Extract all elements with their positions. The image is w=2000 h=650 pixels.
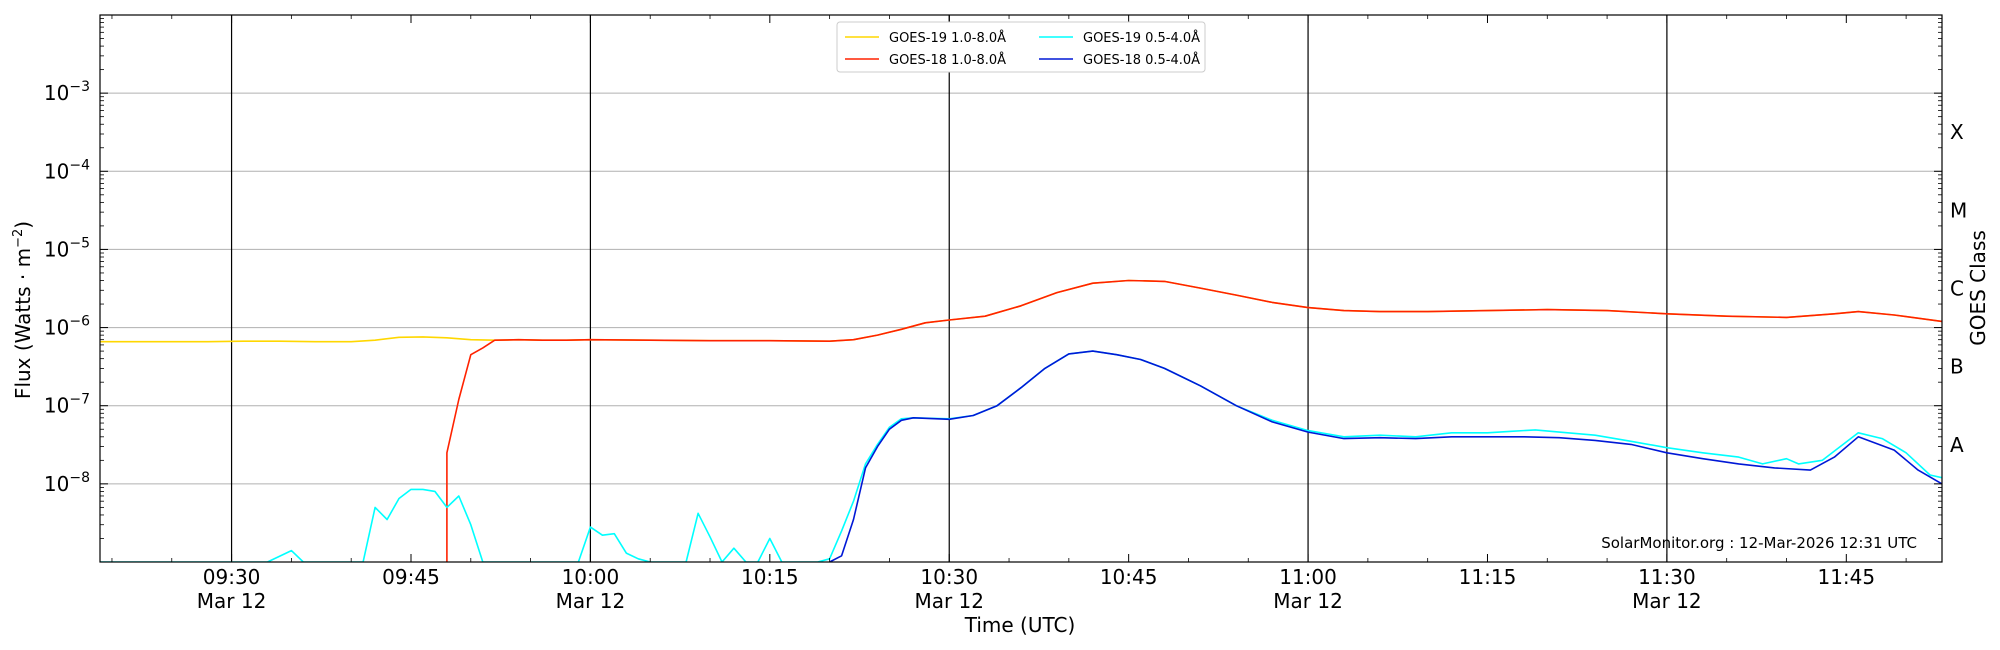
series-line xyxy=(829,350,1942,562)
legend-label: GOES-19 0.5-4.0Å xyxy=(1083,30,1200,46)
y-tick-base: 10 xyxy=(44,316,69,340)
legend: GOES-19 1.0-8.0Å GOES-19 0.5-4.0Å GOES-18 … xyxy=(836,21,1206,73)
y-tick-label: 10−3 xyxy=(44,79,90,105)
series-line xyxy=(100,279,1942,343)
x-tick-time-label: 10:00 xyxy=(562,565,620,589)
series-line xyxy=(446,279,1942,562)
x-tick-date-label: Mar 12 xyxy=(914,589,984,613)
goes-class-label: B xyxy=(1950,355,1964,379)
x-tick-time-label: 10:45 xyxy=(1100,565,1158,589)
y-tick-label: 10−5 xyxy=(44,235,90,261)
goes-class-label: A xyxy=(1950,433,1964,457)
y-tick-base: 10 xyxy=(44,159,69,183)
goes-class-label: M xyxy=(1950,198,1967,222)
y-tick-exponent: −5 xyxy=(69,235,90,251)
x-tick-date-label: Mar 12 xyxy=(197,589,267,613)
y-tick-label: 10−7 xyxy=(44,392,90,418)
y-tick-exponent: −8 xyxy=(69,470,90,486)
y-tick-label: 10−8 xyxy=(44,470,90,496)
y-axis-label-end: ) xyxy=(11,221,35,229)
series-line xyxy=(100,350,1942,562)
x-tick-time-label: 11:00 xyxy=(1279,565,1337,589)
goes-class-label: X xyxy=(1950,120,1964,144)
y-tick-base: 10 xyxy=(44,472,69,496)
y-tick-exponent: −3 xyxy=(69,79,90,95)
x-tick-time-label: 09:30 xyxy=(203,565,261,589)
y-axis-label-sup: −2 xyxy=(11,229,26,248)
x-tick-date-label: Mar 12 xyxy=(1273,589,1343,613)
y-tick-base: 10 xyxy=(44,237,69,261)
goes-class-label: C xyxy=(1950,277,1964,301)
x-tick-time-label: 11:15 xyxy=(1459,565,1517,589)
series-layer xyxy=(100,279,1942,562)
x-tick-time-label: 11:45 xyxy=(1817,565,1875,589)
x-axis-label: Time (UTC) xyxy=(964,613,1076,637)
legend-label: GOES-18 1.0-8.0Å xyxy=(889,52,1006,68)
goes-class-axis-label: GOES Class xyxy=(1966,230,1990,346)
plot-frame xyxy=(99,14,1943,563)
y-axis-label: Flux (Watts · m−2) xyxy=(11,221,35,399)
legend-label: GOES-18 0.5-4.0Å xyxy=(1083,52,1200,68)
y-tick-base: 10 xyxy=(44,81,69,105)
y-tick-base: 10 xyxy=(44,394,69,418)
y-tick-exponent: −7 xyxy=(69,392,90,408)
y-tick-exponent: −6 xyxy=(69,314,90,330)
x-tick-time-label: 10:15 xyxy=(741,565,799,589)
y-tick-label: 10−6 xyxy=(44,314,90,340)
grid-layer xyxy=(100,92,1942,485)
x-tick-date-label: Mar 12 xyxy=(556,589,626,613)
x-tick-time-label: 11:30 xyxy=(1638,565,1696,589)
vertical-time-lines xyxy=(230,15,1668,562)
y-tick-label: 10−4 xyxy=(44,157,90,183)
x-tick-date-label: Mar 12 xyxy=(1632,589,1702,613)
x-tick-time-label: 09:45 xyxy=(382,565,440,589)
y-tick-exponent: −4 xyxy=(69,157,90,173)
x-tick-time-label: 10:30 xyxy=(920,565,978,589)
y-axis-label-main: Flux (Watts · m xyxy=(11,248,35,399)
legend-box xyxy=(836,21,1206,73)
credit-text: SolarMonitor.org : 12-Mar-2026 12:31 UTC xyxy=(1601,534,1917,552)
legend-label: GOES-19 1.0-8.0Å xyxy=(889,30,1006,46)
